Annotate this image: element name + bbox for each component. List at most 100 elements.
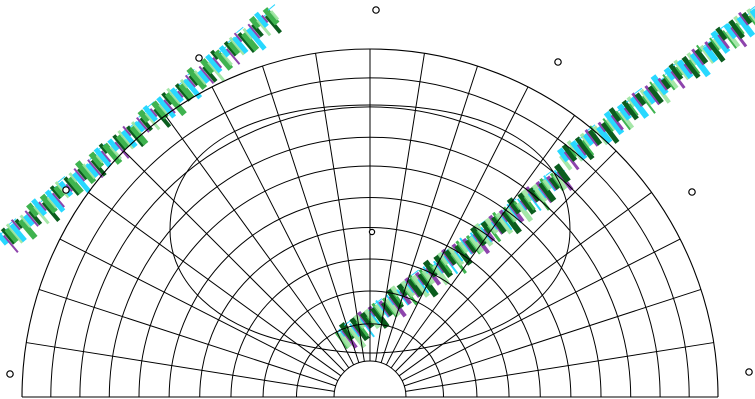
texture-mark — [603, 110, 625, 136]
texture-mark — [338, 328, 346, 337]
texture-band-center — [334, 163, 574, 350]
texture-mark — [247, 23, 261, 39]
texture-mark — [629, 96, 650, 119]
texture-mark — [749, 5, 755, 11]
texture-mark — [657, 77, 669, 91]
texture-mark — [694, 48, 709, 65]
texture-mark — [662, 74, 676, 91]
texture-mark — [184, 74, 197, 88]
texture-mark — [563, 150, 580, 171]
control-handle[interactable] — [554, 58, 562, 66]
texture-mark — [73, 168, 86, 182]
texture-mark — [88, 151, 105, 169]
texture-mark — [164, 91, 187, 117]
texture-mark — [728, 19, 745, 39]
inner-loop-curve — [169, 104, 571, 354]
control-handle[interactable] — [6, 370, 14, 378]
texture-mark — [225, 48, 241, 65]
texture-mark — [621, 99, 639, 121]
texture-mark — [407, 277, 424, 298]
texture-mark — [23, 214, 35, 227]
texture-mark — [95, 154, 104, 164]
texture-mark — [65, 183, 73, 192]
texture-mark — [670, 70, 686, 89]
texture-mark — [115, 133, 131, 150]
texture-mark — [501, 216, 513, 231]
texture-mark — [90, 158, 107, 177]
texture-mark — [374, 298, 383, 305]
texture-mark — [2, 234, 19, 253]
texture-mark — [77, 167, 89, 181]
texture-mark — [649, 81, 659, 93]
texture-mark — [38, 201, 47, 212]
control-handle[interactable] — [688, 188, 696, 196]
texture-mark — [735, 22, 745, 35]
texture-mark — [44, 189, 66, 213]
texture-band-right-top — [556, 5, 755, 171]
control-handle[interactable] — [62, 186, 70, 194]
texture-mark — [136, 116, 150, 133]
texture-mark — [363, 308, 381, 330]
texture-mark — [663, 66, 677, 81]
texture-mark — [213, 49, 234, 71]
texture-mark — [112, 134, 127, 151]
texture-mark — [87, 159, 104, 179]
texture-mark — [644, 85, 661, 106]
texture-mark — [676, 59, 694, 80]
texture-mark — [717, 33, 730, 50]
texture-mark — [33, 205, 50, 225]
texture-mark — [205, 53, 223, 74]
texture-mark — [232, 36, 249, 55]
texture-mark — [114, 141, 130, 159]
texture-mark — [125, 125, 146, 148]
texture-mark — [464, 238, 479, 254]
texture-mark — [531, 183, 548, 203]
texture-mark — [220, 52, 233, 66]
texture-mark — [72, 171, 92, 194]
handles-layer — [6, 6, 753, 378]
texture-mark — [186, 66, 208, 91]
texture-mark — [63, 176, 81, 196]
texture-mark — [269, 10, 280, 21]
texture-mark — [506, 197, 522, 215]
texture-mark — [166, 87, 181, 105]
texture-mark — [683, 63, 694, 75]
texture-mark — [177, 90, 184, 98]
grid-spoke — [390, 115, 575, 369]
texture-mark — [417, 272, 439, 298]
texture-mark — [702, 44, 719, 63]
grid-spoke — [385, 86, 529, 366]
texture-band-left — [0, 4, 282, 253]
texture-mark — [24, 210, 39, 227]
control-handle[interactable] — [372, 6, 380, 14]
control-handle[interactable] — [195, 54, 203, 62]
texture-mark — [74, 160, 97, 185]
texture-mark — [267, 4, 276, 11]
texture-mark — [380, 300, 395, 317]
grid-spoke — [38, 288, 336, 387]
texture-mark — [26, 202, 40, 218]
texture-mark — [411, 269, 419, 276]
texture-mark — [202, 65, 218, 83]
texture-mark — [149, 108, 158, 118]
control-handle[interactable] — [368, 228, 376, 236]
texture-mark — [370, 312, 381, 325]
texture-mark — [722, 30, 738, 49]
texture-mark — [53, 184, 66, 198]
texture-mark — [359, 317, 375, 338]
texture-mark — [410, 274, 430, 298]
texture-mark — [193, 70, 207, 86]
texture-mark — [443, 255, 459, 275]
texture-mark — [454, 243, 473, 266]
texture-mark — [41, 201, 61, 222]
texture-mark — [681, 55, 701, 79]
texture-mark — [207, 61, 225, 82]
control-handle[interactable] — [745, 368, 753, 376]
texture-mark — [4, 227, 20, 244]
texture-mark — [158, 103, 169, 115]
texture-mark — [738, 11, 750, 26]
texture-mark — [227, 40, 242, 56]
texture-mark — [246, 27, 267, 51]
texture-mark — [597, 121, 607, 133]
grid-spoke — [380, 65, 479, 363]
